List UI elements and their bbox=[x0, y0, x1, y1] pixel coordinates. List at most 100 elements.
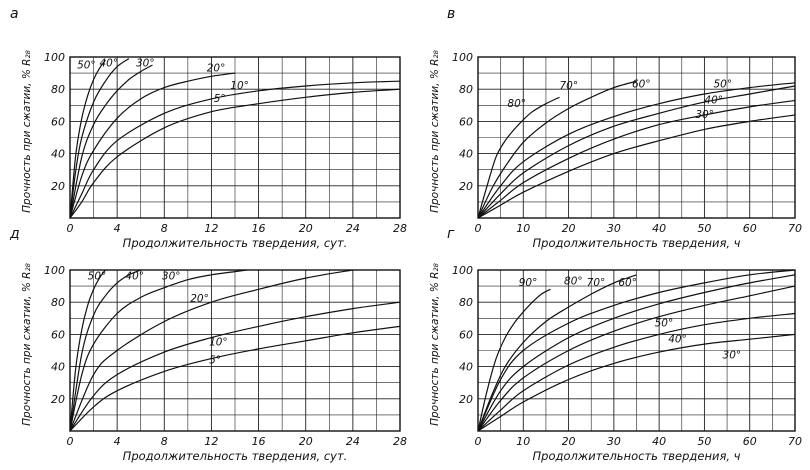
series-label: 70° bbox=[560, 80, 579, 92]
series-line bbox=[69, 88, 401, 219]
x-tick-label: 8 bbox=[161, 435, 168, 448]
x-tick-label: 4 bbox=[114, 435, 121, 448]
y-tick-label: 40 bbox=[51, 361, 65, 374]
panel-a: а 0 4 8 12 16 20 24 28 20 40 60 80 100 Продолжительнос… bbox=[10, 6, 407, 250]
series-line bbox=[69, 269, 247, 432]
y-tick-label: 60 bbox=[51, 115, 65, 128]
series-label: 40° bbox=[704, 95, 723, 107]
y-tick-label: 80 bbox=[51, 83, 65, 96]
x-tick-label: 12 bbox=[204, 435, 218, 448]
plot-frame bbox=[477, 269, 796, 432]
series-line bbox=[69, 269, 141, 432]
y-tick-label: 80 bbox=[51, 296, 65, 309]
y-tick-label: 100 bbox=[452, 51, 473, 64]
x-tick-label: 30 bbox=[607, 222, 621, 235]
x-tick-label: 10 bbox=[516, 435, 530, 448]
x-tick-label: 70 bbox=[788, 435, 802, 448]
x-tick-label: 28 bbox=[393, 222, 407, 235]
panel-d: д 0 4 8 12 16 20 24 28 20 40 60 80 100 Продолжительнос… bbox=[9, 226, 407, 463]
series-line bbox=[69, 325, 401, 432]
series-label: 50° bbox=[655, 317, 674, 329]
x-tick-label: 8 bbox=[161, 222, 168, 235]
series-line bbox=[69, 301, 401, 432]
panel-letter: д bbox=[9, 226, 20, 242]
x-tick-label: 16 bbox=[252, 435, 266, 448]
plot-frame bbox=[69, 269, 401, 432]
series-label: 10° bbox=[209, 337, 228, 349]
panel-letter: а bbox=[10, 6, 19, 22]
y-tick-label: 100 bbox=[452, 264, 473, 277]
series-label: 5° bbox=[209, 354, 221, 366]
x-tick-label: 20 bbox=[562, 222, 576, 235]
series-label: 60° bbox=[618, 277, 637, 289]
series-line bbox=[477, 285, 796, 432]
series-line bbox=[477, 288, 551, 432]
y-tick-label: 20 bbox=[459, 393, 473, 406]
y-tick-label: 40 bbox=[459, 361, 473, 374]
x-tick-label: 70 bbox=[788, 222, 802, 235]
series-line bbox=[477, 96, 560, 219]
series-label: 40° bbox=[668, 333, 687, 345]
x-tick-label: 24 bbox=[346, 435, 360, 448]
series-line bbox=[477, 274, 637, 432]
x-tick-label: 40 bbox=[652, 222, 666, 235]
series-label: 40° bbox=[99, 58, 118, 70]
y-tick-label: 20 bbox=[459, 180, 473, 193]
series-label: 70° bbox=[587, 277, 606, 289]
y-tick-label: 40 bbox=[51, 148, 65, 161]
x-tick-label: 24 bbox=[346, 222, 360, 235]
y-tick-label: 80 bbox=[459, 83, 473, 96]
series-label: 30° bbox=[695, 109, 714, 121]
series-label: 80° bbox=[564, 275, 583, 287]
series-label: 80° bbox=[507, 98, 526, 110]
x-axis-label: Продолжительность твердения, ч bbox=[533, 449, 741, 463]
series-label: 50° bbox=[77, 59, 96, 71]
x-tick-label: 0 bbox=[475, 435, 482, 448]
series-label: 40° bbox=[125, 271, 144, 283]
y-tick-label: 60 bbox=[459, 328, 473, 341]
series-line bbox=[477, 85, 796, 219]
x-axis-label: Продолжительность твердения, ч bbox=[533, 236, 741, 250]
series-label: 30° bbox=[162, 271, 181, 283]
series-label: 90° bbox=[519, 277, 538, 289]
x-tick-label: 60 bbox=[743, 435, 757, 448]
y-tick-label: 40 bbox=[459, 148, 473, 161]
series-line bbox=[69, 72, 236, 219]
series-line bbox=[477, 114, 796, 219]
x-tick-label: 20 bbox=[299, 435, 313, 448]
series-line bbox=[477, 99, 796, 219]
x-tick-label: 20 bbox=[299, 222, 313, 235]
series-label: 60° bbox=[632, 79, 651, 91]
y-tick-label: 60 bbox=[459, 115, 473, 128]
x-tick-label: 50 bbox=[697, 222, 711, 235]
y-axis-label: Прочность при сжатии, % R₂₈ bbox=[21, 49, 33, 213]
series-line bbox=[69, 59, 106, 219]
series-line bbox=[69, 269, 353, 432]
series-line bbox=[477, 274, 796, 432]
series-line bbox=[477, 312, 796, 432]
x-tick-label: 50 bbox=[697, 435, 711, 448]
y-tick-label: 20 bbox=[51, 393, 65, 406]
series-line bbox=[69, 80, 401, 219]
x-tick-label: 30 bbox=[607, 435, 621, 448]
x-tick-label: 12 bbox=[204, 222, 218, 235]
series-label: 30° bbox=[723, 350, 742, 362]
y-tick-label: 80 bbox=[459, 296, 473, 309]
x-tick-label: 28 bbox=[393, 435, 407, 448]
x-tick-label: 10 bbox=[516, 222, 530, 235]
series-line bbox=[477, 269, 796, 432]
series-label: 50° bbox=[88, 271, 107, 283]
x-tick-label: 16 bbox=[252, 222, 266, 235]
series-label: 5° bbox=[214, 93, 226, 105]
series-line bbox=[69, 58, 130, 219]
y-tick-label: 20 bbox=[51, 180, 65, 193]
x-tick-label: 40 bbox=[652, 435, 666, 448]
x-tick-label: 0 bbox=[67, 222, 74, 235]
x-tick-label: 20 bbox=[562, 435, 576, 448]
y-tick-label: 100 bbox=[44, 264, 65, 277]
x-axis-label: Продолжительность твердения, сут. bbox=[123, 449, 348, 463]
y-axis-label: Прочность при сжатии, % R₂₈ bbox=[429, 49, 441, 213]
x-tick-label: 4 bbox=[114, 222, 121, 235]
series-label: 50° bbox=[713, 79, 732, 91]
